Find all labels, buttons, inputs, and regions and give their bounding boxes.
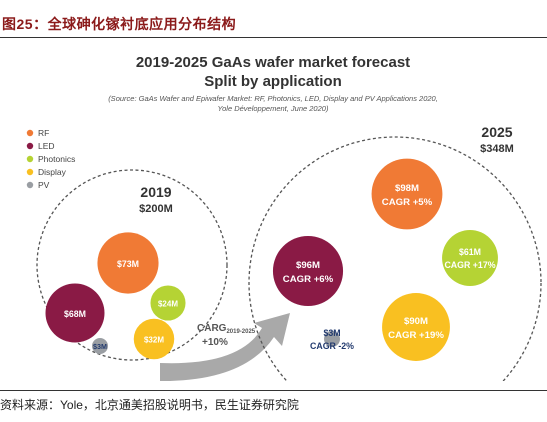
legend-label-pv: PV bbox=[38, 180, 50, 190]
figure-source: 资料来源：Yole，北京通美招股说明书，民生证券研究院 bbox=[0, 398, 299, 412]
total-label-2019: $200M bbox=[139, 203, 173, 215]
cagr-value: +10% bbox=[202, 337, 228, 348]
bubble-2025-rf bbox=[371, 158, 443, 230]
chart-area: 2019-2025 GaAs wafer market forecast Spl… bbox=[0, 41, 547, 422]
bubble-chart: 2019-2025 GaAs wafer market forecast Spl… bbox=[26, 54, 542, 422]
legend-marker-rf bbox=[26, 129, 34, 137]
cagr-label-2025-photonics: CAGR +17% bbox=[444, 260, 495, 270]
year-label-2019: 2019 bbox=[140, 184, 171, 200]
bubble-2025-led bbox=[272, 235, 344, 307]
year-label-2025: 2025 bbox=[481, 124, 512, 140]
cagr-label-sub: 2019-2025 bbox=[226, 329, 255, 335]
value-label-2019-photonics: $24M bbox=[158, 300, 178, 309]
bubble-2019-display bbox=[133, 318, 175, 360]
value-label-2019-pv: $3M bbox=[93, 342, 107, 351]
bubble-2025-photonics bbox=[442, 230, 498, 286]
bubble-2019-rf bbox=[97, 232, 159, 294]
legend-label-rf: RF bbox=[38, 128, 49, 138]
total-label-2025: $348M bbox=[480, 143, 514, 155]
ring-2025 bbox=[248, 136, 542, 422]
value-label-2025-display: $90M bbox=[404, 316, 428, 327]
ring-2019 bbox=[36, 169, 228, 361]
top-rule bbox=[0, 37, 547, 38]
value-label-2019-led: $68M bbox=[64, 309, 86, 319]
chart-title: 2019-2025 GaAs wafer market forecast bbox=[136, 54, 410, 71]
legend: RF LED Photonics Display PV bbox=[26, 128, 75, 190]
value-label-2025-pv: $3M bbox=[323, 328, 340, 338]
figure-caption: 图25：全球砷化镓衬底应用分布结构 bbox=[2, 16, 237, 32]
chart-subtitle: Split by application bbox=[204, 73, 342, 90]
cagr-label-2025-rf: CAGR +5% bbox=[382, 197, 433, 208]
cagr-label-main: CARG bbox=[197, 323, 227, 334]
bottom-rule bbox=[0, 390, 547, 391]
cagr-label-2025-led: CAGR +6% bbox=[283, 274, 334, 285]
legend-marker-led bbox=[26, 142, 34, 150]
bubble-2019-photonics bbox=[150, 285, 186, 321]
value-label-2025-rf: $98M bbox=[395, 183, 419, 194]
bubble-2019-pv bbox=[92, 338, 108, 354]
bubble-2025-display bbox=[382, 293, 450, 361]
legend-marker-pv bbox=[26, 181, 34, 189]
legend-label-display: Display bbox=[38, 167, 67, 177]
value-label-2025-photonics: $61M bbox=[459, 247, 481, 257]
figure-header: 图25：全球砷化镓衬底应用分布结构 bbox=[0, 0, 547, 40]
legend-marker-display bbox=[26, 168, 34, 176]
legend-label-led: LED bbox=[38, 141, 55, 151]
cagr-label-2025-pv: CAGR -2% bbox=[310, 341, 354, 351]
chart-note-line2: Yole Développement, June 2020) bbox=[218, 104, 329, 113]
legend-marker-photonics bbox=[26, 155, 34, 163]
bubbles: 2019 $200M $73M $68M $24M $32M $3M 2025 $348M $98… bbox=[36, 124, 542, 422]
bubble-2025-pv bbox=[324, 331, 340, 347]
growth-arrow-shape bbox=[160, 313, 290, 381]
growth-arrow: CARG2019-2025 +10% bbox=[160, 313, 290, 381]
value-label-2019-display: $32M bbox=[144, 336, 164, 345]
bubble-2019-led bbox=[45, 283, 105, 343]
cagr-label: CARG2019-2025 bbox=[197, 323, 256, 335]
value-label-2025-led: $96M bbox=[296, 260, 320, 271]
cagr-label-2025-display: CAGR +19% bbox=[388, 330, 444, 341]
legend-label-photonics: Photonics bbox=[38, 154, 75, 164]
value-label-2019-rf: $73M bbox=[117, 259, 139, 269]
chart-note-line1: (Source: GaAs Wafer and Epiwafer Market:… bbox=[108, 94, 438, 103]
